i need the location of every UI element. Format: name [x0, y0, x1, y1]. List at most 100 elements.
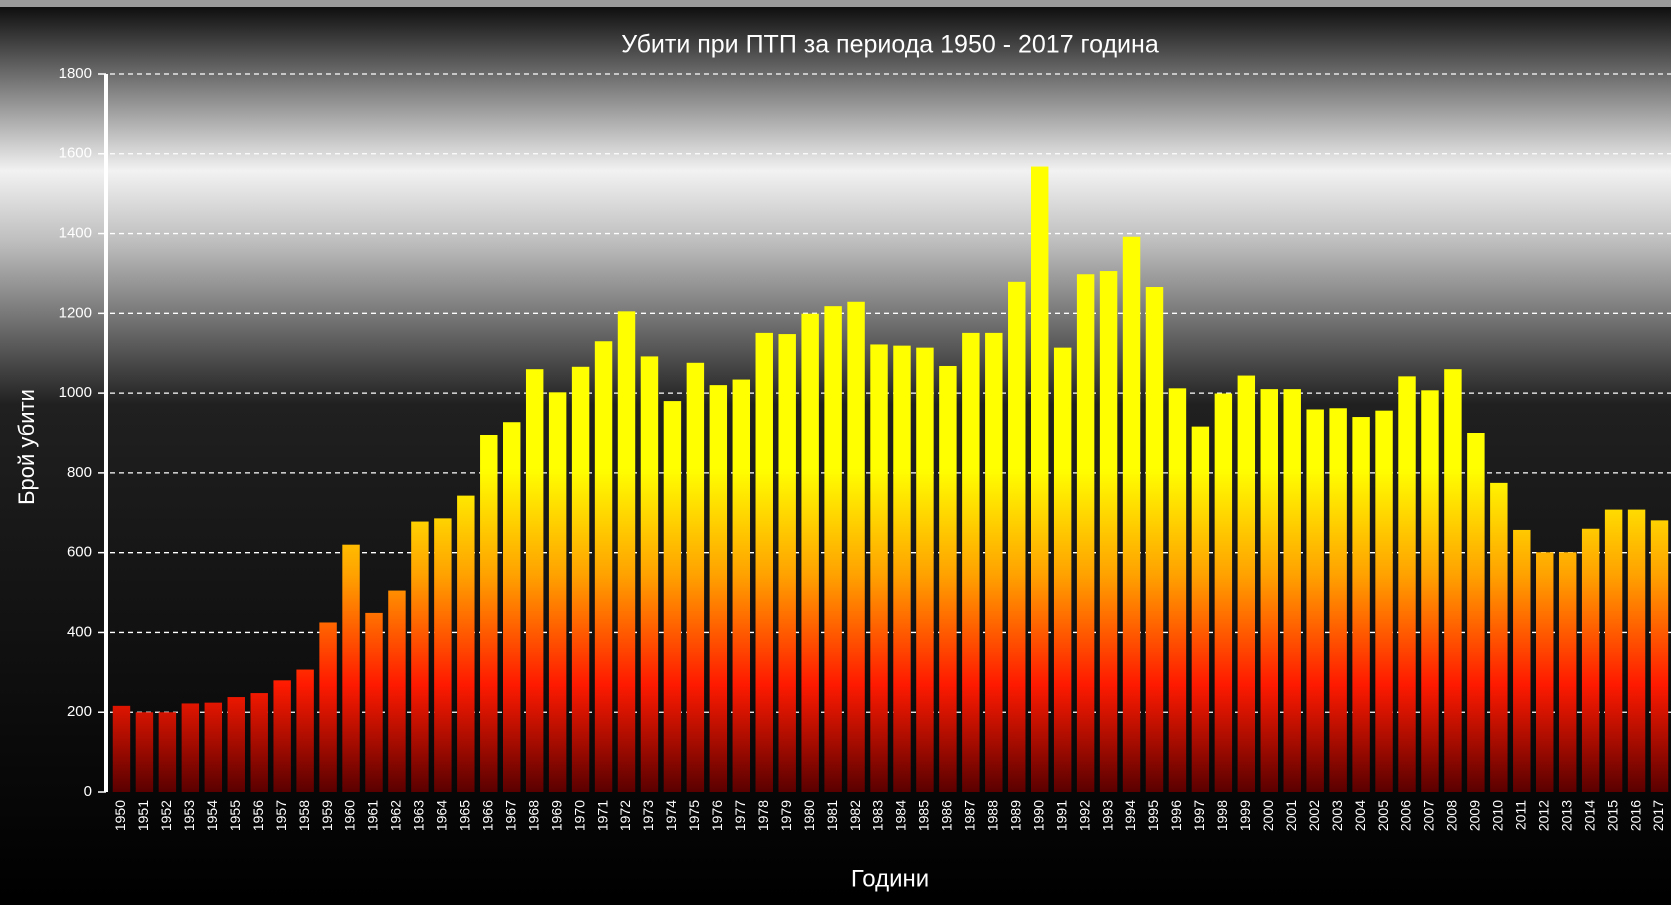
x-tick-label: 1958	[296, 800, 312, 831]
x-tick-label: 1964	[434, 800, 450, 831]
bar	[1581, 528, 1600, 792]
bar	[640, 356, 659, 792]
y-tick-label: 800	[67, 464, 92, 481]
bar	[434, 518, 452, 792]
bar	[1306, 409, 1324, 792]
x-tick-label: 1955	[227, 800, 243, 831]
x-tick-label: 1982	[847, 800, 863, 831]
bar	[893, 345, 911, 792]
bar	[204, 702, 223, 792]
y-tick-label: 1200	[59, 304, 92, 321]
bar	[1008, 281, 1026, 792]
x-tick-label: 1965	[457, 800, 473, 831]
bar	[135, 712, 154, 792]
x-tick-label: 1966	[479, 800, 495, 831]
bar	[1467, 433, 1485, 792]
x-tick-label: 1993	[1099, 800, 1115, 831]
x-tick-label: 1953	[181, 800, 197, 831]
x-tick-label: 1957	[273, 800, 289, 831]
y-axis-title: Брой убити	[14, 389, 39, 505]
bar	[1604, 509, 1623, 792]
x-tick-label: 2003	[1329, 800, 1345, 831]
x-tick-label: 1973	[640, 800, 656, 831]
bar	[1030, 166, 1049, 792]
bar	[939, 365, 957, 792]
bar	[1237, 375, 1256, 792]
x-tick-label: 1967	[502, 800, 518, 831]
x-tick-label: 1999	[1237, 800, 1253, 831]
bar	[1627, 509, 1646, 792]
bar	[525, 369, 544, 792]
bar	[824, 306, 842, 792]
x-tick-label: 1991	[1053, 800, 1069, 831]
bar	[411, 521, 429, 792]
bar	[916, 347, 934, 792]
bar	[480, 434, 498, 792]
x-tick-label: 1980	[801, 800, 817, 831]
x-tick-label: 2006	[1398, 800, 1414, 831]
bar	[1214, 393, 1233, 792]
x-tick-label: 2002	[1306, 800, 1322, 831]
bar	[663, 401, 682, 792]
x-tick-label: 1984	[893, 800, 909, 831]
bar	[1490, 482, 1508, 792]
bar	[985, 332, 1003, 792]
x-tick-label: 2015	[1604, 800, 1620, 831]
y-tick-label: 1600	[59, 145, 92, 162]
x-tick-label: 2014	[1581, 800, 1597, 831]
bar	[1076, 274, 1095, 793]
bar	[296, 669, 314, 792]
x-tick-label: 1950	[112, 800, 128, 831]
x-tick-label: 1983	[870, 800, 886, 831]
bar	[158, 712, 177, 792]
x-tick-label: 2012	[1535, 800, 1551, 831]
x-tick-label: 1959	[319, 800, 335, 831]
x-tick-label: 1952	[158, 800, 174, 831]
bar	[457, 495, 475, 792]
bar	[1421, 390, 1439, 792]
x-tick-label: 2017	[1650, 800, 1666, 831]
x-tick-label: 1978	[755, 800, 771, 831]
x-tick-label: 1985	[916, 800, 932, 831]
bar	[755, 332, 773, 792]
x-axis-title: Години	[851, 865, 929, 892]
bar	[1558, 552, 1577, 792]
x-tick-label: 1962	[388, 800, 404, 831]
bar	[594, 341, 613, 792]
bar	[1053, 347, 1072, 792]
bar	[1145, 287, 1164, 792]
y-tick-label: 1000	[59, 384, 92, 401]
chart-title: Убити при ПТП за периода 1950 - 2017 год…	[621, 31, 1159, 59]
x-tick-label: 1994	[1122, 800, 1138, 831]
bar	[571, 366, 590, 792]
x-tick-label: 2011	[1512, 800, 1528, 830]
bar	[1168, 388, 1187, 792]
bar	[617, 311, 636, 792]
y-tick-label: 200	[67, 703, 92, 720]
bar	[1260, 389, 1278, 792]
x-tick-label: 2016	[1627, 800, 1643, 831]
x-tick-label: 1979	[778, 800, 794, 831]
bar	[732, 379, 751, 792]
bar	[1099, 271, 1118, 792]
x-tick-label: 1976	[709, 800, 725, 831]
bar	[1375, 410, 1393, 792]
y-tick-label: 1400	[59, 225, 92, 242]
bar	[1398, 376, 1416, 792]
bar	[181, 703, 200, 792]
y-tick-label: 0	[84, 783, 92, 800]
x-tick-label: 1986	[939, 800, 955, 831]
x-tick-label: 1975	[686, 800, 702, 831]
bar	[1536, 552, 1554, 792]
x-tick-label: 1974	[663, 800, 679, 831]
x-tick-label: 2009	[1467, 800, 1483, 831]
bar	[778, 334, 796, 792]
x-tick-label: 1956	[250, 800, 266, 831]
bar	[319, 622, 337, 792]
x-tick-label: 1995	[1145, 800, 1161, 831]
x-tick-label: 1970	[571, 800, 587, 831]
x-tick-label: 1960	[342, 800, 358, 831]
x-tick-label: 1972	[617, 800, 633, 831]
x-tick-label: 2001	[1283, 800, 1299, 831]
